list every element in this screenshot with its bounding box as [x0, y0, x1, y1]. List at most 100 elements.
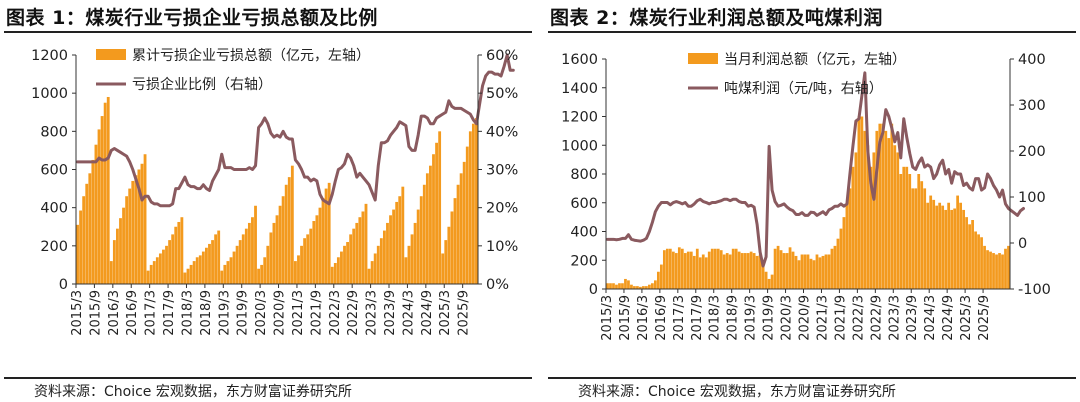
- bar: [324, 188, 328, 284]
- x-tick-label: 2017/9: [162, 290, 177, 336]
- bar: [767, 278, 771, 289]
- bar: [76, 224, 79, 284]
- bar: [654, 280, 657, 290]
- x-tick-label: 2021/3: [815, 295, 830, 341]
- bar: [869, 166, 873, 289]
- bar: [662, 250, 666, 289]
- bar: [309, 228, 313, 284]
- bar: [429, 165, 432, 284]
- bar: [376, 245, 380, 284]
- bar: [944, 209, 948, 289]
- x-tick-label: 2019/9: [236, 290, 251, 336]
- bar: [229, 257, 233, 284]
- y-tick-label-right: 300: [1018, 98, 1046, 114]
- bar: [432, 154, 435, 284]
- bar: [162, 249, 165, 284]
- chart-panel-losses: 图表 1：煤炭行业亏损企业亏损总额及比例 0 200 400 600 800 1000 12…: [0, 0, 536, 402]
- bar: [327, 182, 331, 284]
- bar: [929, 195, 933, 289]
- bar: [171, 234, 175, 284]
- bar: [459, 173, 463, 284]
- bar: [737, 251, 741, 290]
- bar: [872, 152, 876, 289]
- bar: [881, 123, 885, 289]
- bar: [992, 253, 995, 289]
- bar: [336, 257, 340, 284]
- bar: [152, 261, 156, 284]
- bar: [106, 96, 110, 284]
- bar: [612, 283, 615, 289]
- bar: [923, 188, 927, 290]
- bar: [677, 247, 681, 289]
- bar: [728, 254, 732, 289]
- bar: [911, 188, 915, 290]
- bar: [893, 145, 897, 289]
- bar: [143, 154, 147, 284]
- y-tick-label-left: 0: [59, 277, 68, 293]
- bar: [208, 243, 211, 284]
- bar: [683, 253, 687, 289]
- y-tick-label-left: 1400: [561, 81, 598, 97]
- y-tick-label-right: 400: [1018, 52, 1046, 68]
- bar: [998, 253, 1001, 289]
- y-tick-label-left: 0: [589, 282, 598, 298]
- bar: [401, 186, 405, 284]
- bar: [974, 231, 977, 289]
- bar: [884, 130, 888, 290]
- bar: [615, 284, 618, 289]
- legend-label: 吨煤利润（元/吨，右轴）: [724, 81, 883, 97]
- bar: [214, 234, 218, 284]
- bar: [272, 222, 276, 284]
- bar: [630, 284, 633, 289]
- bar: [621, 283, 624, 289]
- x-tick-label: 2023/3: [365, 290, 380, 336]
- bar: [382, 230, 386, 284]
- legend: 累计亏损企业亏损总额（亿元，左轴） 亏损企业比例（右轴）: [96, 47, 370, 93]
- bar: [827, 254, 831, 289]
- bar: [155, 257, 159, 284]
- bar: [263, 257, 267, 284]
- bar: [119, 218, 122, 284]
- x-tick-label: 2017/3: [144, 290, 159, 336]
- bar: [848, 188, 852, 290]
- bar: [665, 248, 669, 289]
- bar: [806, 254, 810, 289]
- bar: [211, 240, 214, 284]
- bar: [235, 245, 239, 284]
- bar: [330, 266, 334, 284]
- bar: [465, 146, 469, 284]
- bar: [773, 248, 777, 289]
- x-tick-label: 2021/3: [291, 290, 306, 336]
- bar: [953, 208, 957, 289]
- bar: [824, 254, 828, 289]
- y-tick-label-left: 1000: [31, 86, 68, 102]
- bar: [815, 254, 819, 289]
- bar: [875, 130, 879, 290]
- x-tick-label: 2017/3: [672, 295, 687, 341]
- bar: [1007, 245, 1010, 290]
- bar: [379, 238, 383, 284]
- x-tick-label: 2020/9: [273, 290, 288, 336]
- title-rule: [548, 31, 1076, 33]
- bar: [639, 286, 642, 289]
- bar: [367, 268, 371, 284]
- y-tick-label-left: 1600: [561, 52, 598, 68]
- bar: [659, 264, 663, 289]
- bar: [704, 257, 708, 290]
- bar: [140, 163, 144, 284]
- bar: [254, 205, 257, 284]
- bar: [251, 217, 254, 284]
- bar: [352, 228, 356, 284]
- bar: [980, 237, 983, 289]
- bar: [950, 209, 954, 289]
- bar: [833, 245, 837, 290]
- bar: [79, 210, 83, 284]
- y-tick-label-left: 600: [40, 163, 68, 179]
- bar: [1001, 254, 1004, 289]
- source-rule: [4, 377, 532, 379]
- bar: [269, 232, 273, 284]
- bar: [977, 234, 980, 290]
- bar: [731, 248, 735, 289]
- bar: [692, 255, 696, 289]
- bar: [281, 196, 285, 284]
